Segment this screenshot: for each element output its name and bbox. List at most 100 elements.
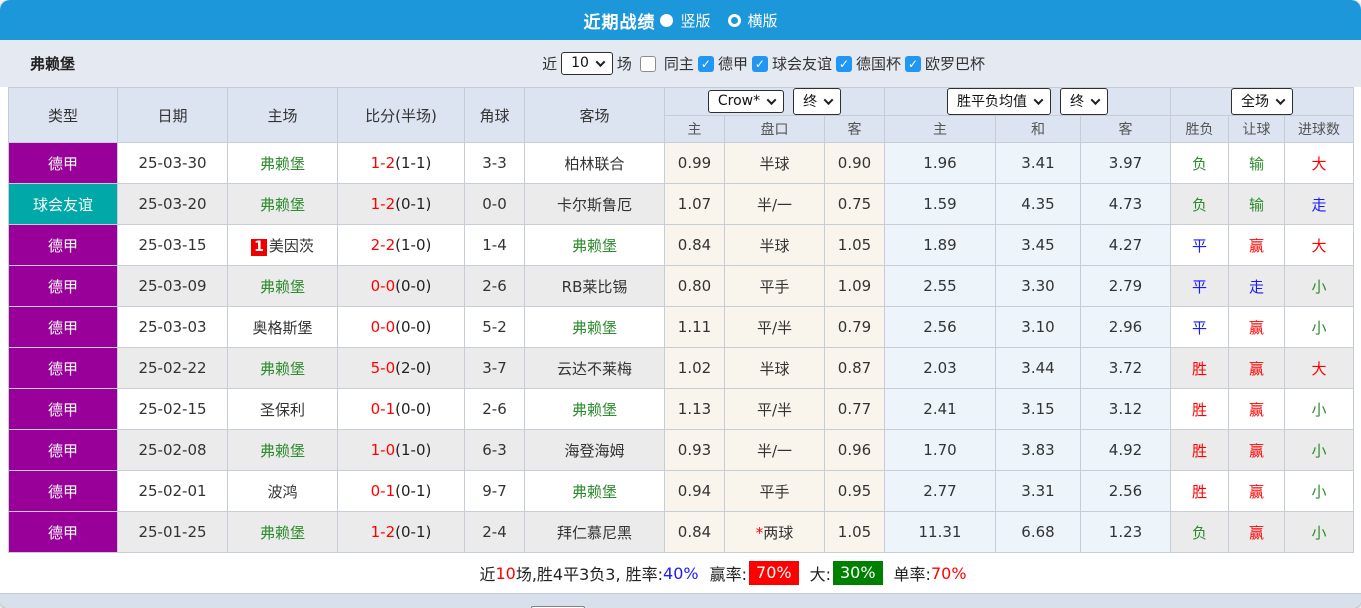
avg-home: 1.96 bbox=[884, 142, 996, 184]
same-home-label[interactable]: 同主 bbox=[663, 55, 694, 73]
goals-result: 大 bbox=[1284, 142, 1354, 184]
avg-home: 11.31 bbox=[884, 511, 996, 553]
radio-horizontal-label[interactable]: 横版 bbox=[747, 11, 778, 30]
table-row: 德甲 25-01-25 弗赖堡 1-2(0-1) 2-4 拜仁慕尼黑 0.84 … bbox=[8, 511, 1354, 553]
radio-vertical-layout[interactable] bbox=[660, 13, 674, 27]
avg-draw: 6.68 bbox=[995, 511, 1081, 553]
odds-away: 0.95 bbox=[824, 470, 885, 512]
odds-home: 1.02 bbox=[664, 347, 725, 389]
table-row: 德甲 25-03-09 弗赖堡 0-0(0-0) 2-6 RB莱比锡 0.80 … bbox=[8, 265, 1354, 307]
sub-header-result: 胜负 bbox=[1170, 115, 1229, 143]
chevron-down-icon bbox=[1275, 94, 1286, 105]
avg-odds-select[interactable]: 胜平负均值 bbox=[947, 88, 1051, 115]
away-team: 海登海姆 bbox=[524, 429, 665, 471]
corner-score: 6-3 bbox=[464, 429, 525, 471]
score-cell: 0-1(0-1) bbox=[337, 470, 465, 512]
odds-away: 0.75 bbox=[824, 183, 885, 225]
match-date: 25-02-08 bbox=[117, 429, 228, 471]
avg-draw: 3.15 bbox=[995, 388, 1081, 430]
league-checkbox-dfb-pokal[interactable]: ✓ bbox=[835, 55, 852, 72]
filter-bar: 弗赖堡 近 10 场 同主 ✓ 德甲 ✓ 球会友谊 ✓ 德国杯 ✓ 欧罗巴杯 bbox=[0, 40, 1361, 87]
recent-count-select[interactable]: 10 bbox=[561, 52, 613, 75]
league-badge: 德甲 bbox=[8, 429, 118, 471]
away-team: RB莱比锡 bbox=[524, 265, 665, 307]
away-team: 弗赖堡 bbox=[524, 306, 665, 348]
handicap-result: 输 bbox=[1228, 142, 1285, 184]
chevron-down-icon bbox=[595, 56, 606, 67]
avg-draw: 3.44 bbox=[995, 347, 1081, 389]
table-row: 德甲 25-03-30 弗赖堡 1-2(1-1) 3-3 柏林联合 0.99 半… bbox=[8, 142, 1354, 184]
league-label-friendly[interactable]: 球会友谊 bbox=[771, 55, 832, 73]
avg-away: 2.79 bbox=[1080, 265, 1171, 307]
corner-score: 1-4 bbox=[464, 224, 525, 266]
sub-header-handicap: 盘口 bbox=[724, 115, 825, 143]
summary-bar: 近 10 场,胜4平3负3, 胜率: 40% 赢率: 70% 大: 30% 单率: 70% bbox=[0, 553, 1361, 593]
goals-result: 大 bbox=[1284, 224, 1354, 266]
sub-header-avg-draw: 和 bbox=[995, 115, 1081, 143]
bookmaker-select[interactable]: Crow* bbox=[707, 90, 785, 113]
table-row: 德甲 25-02-22 弗赖堡 5-0(2-0) 3-7 云达不莱梅 1.02 … bbox=[8, 347, 1354, 389]
avg-home: 1.89 bbox=[884, 224, 996, 266]
handicap: 半球 bbox=[724, 347, 825, 389]
odds-home: 1.11 bbox=[664, 306, 725, 348]
away-team: 弗赖堡 bbox=[524, 388, 665, 430]
league-badge: 球会友谊 bbox=[8, 183, 118, 225]
corner-score: 0-0 bbox=[464, 183, 525, 225]
handicap: 半球 bbox=[724, 224, 825, 266]
handicap-result: 走 bbox=[1228, 265, 1285, 307]
panel-title: 近期战绩 bbox=[583, 12, 656, 33]
odds-home: 0.93 bbox=[664, 429, 725, 471]
result: 平 bbox=[1170, 306, 1229, 348]
odds-time-select[interactable]: 终 bbox=[793, 88, 842, 115]
league-checkbox-bundesliga[interactable]: ✓ bbox=[697, 55, 714, 72]
avg-draw: 3.30 bbox=[995, 265, 1081, 307]
radio-horizontal-layout[interactable] bbox=[727, 13, 741, 27]
handicap: 平手 bbox=[724, 470, 825, 512]
handicap: 平手 bbox=[724, 265, 825, 307]
titlebar: 近期战绩 竖版 横版 bbox=[0, 0, 1361, 40]
partial-select-box[interactable] bbox=[531, 606, 585, 608]
avg-draw: 3.10 bbox=[995, 306, 1081, 348]
league-badge: 德甲 bbox=[8, 265, 118, 307]
home-team: 弗赖堡 bbox=[227, 183, 338, 225]
score-cell: 2-2(1-0) bbox=[337, 224, 465, 266]
scope-select[interactable]: 全场 bbox=[1231, 88, 1293, 115]
handicap: 半/一 bbox=[724, 429, 825, 471]
games-label: 场 bbox=[616, 55, 632, 73]
avg-away: 3.97 bbox=[1080, 142, 1171, 184]
home-team: 弗赖堡 bbox=[227, 429, 338, 471]
handicap-result: 赢 bbox=[1228, 224, 1285, 266]
league-checkbox-europa[interactable]: ✓ bbox=[904, 55, 921, 72]
same-home-checkbox[interactable] bbox=[639, 55, 656, 72]
away-team: 弗赖堡 bbox=[524, 224, 665, 266]
sub-header-avg-away: 客 bbox=[1080, 115, 1171, 143]
table-row: 德甲 25-02-08 弗赖堡 1-0(1-0) 6-3 海登海姆 0.93 半… bbox=[8, 429, 1354, 471]
match-date: 25-03-15 bbox=[117, 224, 228, 266]
avg-draw: 3.45 bbox=[995, 224, 1081, 266]
avg-time-select[interactable]: 终 bbox=[1060, 88, 1108, 115]
home-team: 1 美因茨 bbox=[227, 224, 338, 266]
league-label-bundesliga[interactable]: 德甲 bbox=[717, 55, 748, 73]
handicap-result: 赢 bbox=[1228, 429, 1285, 471]
goals-result: 小 bbox=[1284, 511, 1354, 553]
sub-header-odds-away: 客 bbox=[824, 115, 885, 143]
radio-vertical-label[interactable]: 竖版 bbox=[680, 11, 711, 30]
avg-away: 1.23 bbox=[1080, 511, 1171, 553]
handicap: 半/一 bbox=[724, 183, 825, 225]
home-team: 弗赖堡 bbox=[227, 142, 338, 184]
league-checkbox-friendly[interactable]: ✓ bbox=[751, 55, 768, 72]
league-label-europa[interactable]: 欧罗巴杯 bbox=[924, 55, 985, 73]
handicap-result: 赢 bbox=[1228, 470, 1285, 512]
league-badge: 德甲 bbox=[8, 224, 118, 266]
home-team: 圣保利 bbox=[227, 388, 338, 430]
header-sub-row: 主 盘口 客 主 和 客 胜负 让球 进球数 bbox=[9, 115, 1354, 143]
home-team: 弗赖堡 bbox=[227, 265, 338, 307]
home-team: 弗赖堡 bbox=[227, 511, 338, 553]
chevron-down-icon bbox=[1090, 94, 1101, 105]
table-row: 德甲 25-03-03 奥格斯堡 0-0(0-0) 5-2 弗赖堡 1.11 平… bbox=[8, 306, 1354, 348]
away-team: 卡尔斯鲁厄 bbox=[524, 183, 665, 225]
league-label-dfb-pokal[interactable]: 德国杯 bbox=[855, 55, 901, 73]
score-cell: 1-0(1-0) bbox=[337, 429, 465, 471]
odds-home: 0.99 bbox=[664, 142, 725, 184]
away-team: 弗赖堡 bbox=[524, 470, 665, 512]
